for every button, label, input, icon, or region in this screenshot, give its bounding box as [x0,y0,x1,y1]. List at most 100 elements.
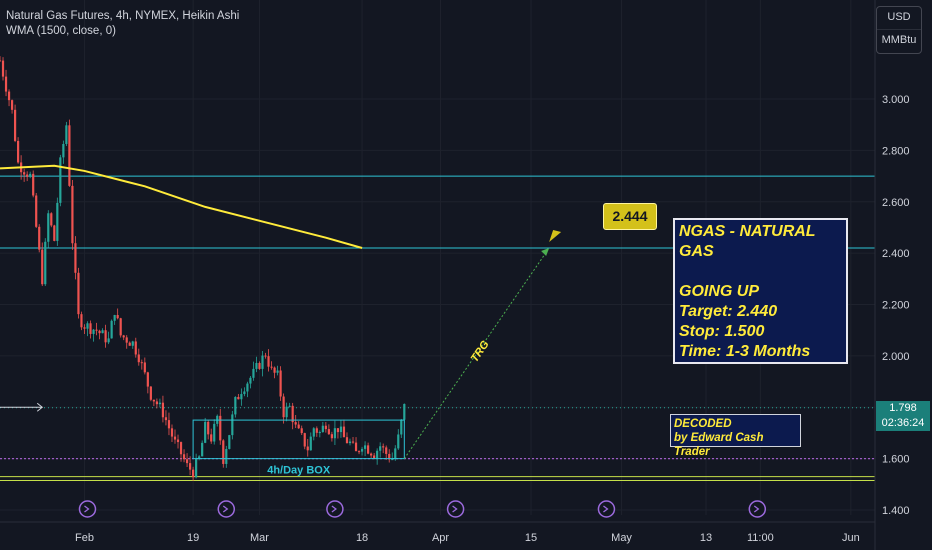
candle-body [7,91,11,101]
unit-label: MMBtu [881,34,917,46]
candle-body [255,362,258,369]
info-box: NGAS - NATURAL GAS GOING UP Target: 2.44… [673,218,848,364]
candle-body [382,446,385,448]
candle-body [391,459,394,461]
candle-body [29,173,32,177]
bar-countdown: 02:36:24 [881,417,925,429]
time-tick-label: 18 [356,532,368,544]
candle-body [279,370,282,397]
event-marker-glyph [452,505,458,513]
candle-body [207,421,210,435]
candle-body [201,442,204,457]
candle-body [170,428,174,437]
candle-body [367,445,370,454]
candle-body [204,421,207,443]
candle-body [50,213,53,226]
decoded-author: by Edward Cash Trader [674,432,764,458]
decoded-title: DECODED [674,418,732,430]
price-tick-label: 2.800 [882,145,910,157]
info-line: Target: 2.440 [679,303,778,320]
candle-body [53,225,56,241]
candle-body [158,402,162,405]
time-tick-label: Feb [75,532,94,544]
candle-body [225,448,228,464]
candle-body [237,396,240,400]
candle-body [297,424,300,429]
event-marker-glyph [331,505,337,513]
candle-body [0,60,2,62]
candle-body [80,314,83,328]
candle-body [4,76,8,92]
candle-body [273,367,276,373]
candle-body [252,368,255,378]
candle-body [185,459,189,464]
candle-body [146,372,149,387]
candle-body [300,428,303,434]
candle-body [345,437,349,444]
candle-body [176,439,180,443]
candle-body [131,341,134,346]
candle-body [62,144,65,158]
candle-body [385,447,388,454]
candle-body [101,330,104,334]
candle-body [354,442,358,452]
trend-label: TRG [469,338,492,364]
candle-body [71,185,74,244]
decoded-box: DECODED by Edward Cash Trader [670,414,801,458]
candle-body [336,428,340,433]
candle-body [400,419,403,435]
candle-body [119,318,122,336]
candle-body [270,366,273,368]
candle-body [222,440,225,464]
price-tick-label: 2.400 [882,248,910,260]
candle-body [26,174,29,177]
price-axis: 1.4001.6001.8002.0002.2002.4002.6002.800… [874,0,932,550]
candle-body [306,446,309,451]
candle-body [342,426,346,438]
arrow-head [36,402,44,412]
candle-body [164,417,168,421]
price-tick-label: 2.600 [882,197,910,209]
candle-body [397,434,400,449]
info-line: Time: 1-3 Months [679,343,811,360]
time-tick-label: 11:00 [747,532,774,544]
time-tick-label: 13 [700,532,712,544]
candle-body [134,341,137,355]
candle-body [198,456,201,459]
last-price-tag: 1.798 02:36:24 [876,401,930,431]
candle-body [116,315,119,319]
currency-unit-button[interactable]: USD MMBtu [876,6,922,54]
candle-body [234,396,237,415]
candle-body [228,435,231,449]
candles [0,56,406,481]
wma-line [0,164,363,249]
info-line: GOING UP [679,283,760,300]
candle-body [376,450,379,459]
trend-arrowhead [541,247,550,256]
time-tick-label: Jun [842,532,860,544]
candle-body [327,429,330,435]
candle-body [370,453,373,456]
candle-body [92,329,95,334]
candle-body [128,342,131,346]
candle-body [104,330,107,343]
candle-body [258,362,261,369]
candle-body [261,355,264,369]
candle-body [107,338,110,343]
candle-body [348,441,352,444]
candle-body [83,327,86,329]
candle-body [13,109,17,141]
candle-body [155,401,158,405]
candle-body [77,272,80,315]
candle-body [357,451,361,453]
candle-body [276,370,279,373]
candle-body [125,337,128,343]
candle-body [89,323,92,334]
candle-body [240,394,243,400]
candle-body [309,436,312,451]
candle-body [110,320,113,339]
candle-body [339,426,343,433]
candle-body [152,399,155,402]
